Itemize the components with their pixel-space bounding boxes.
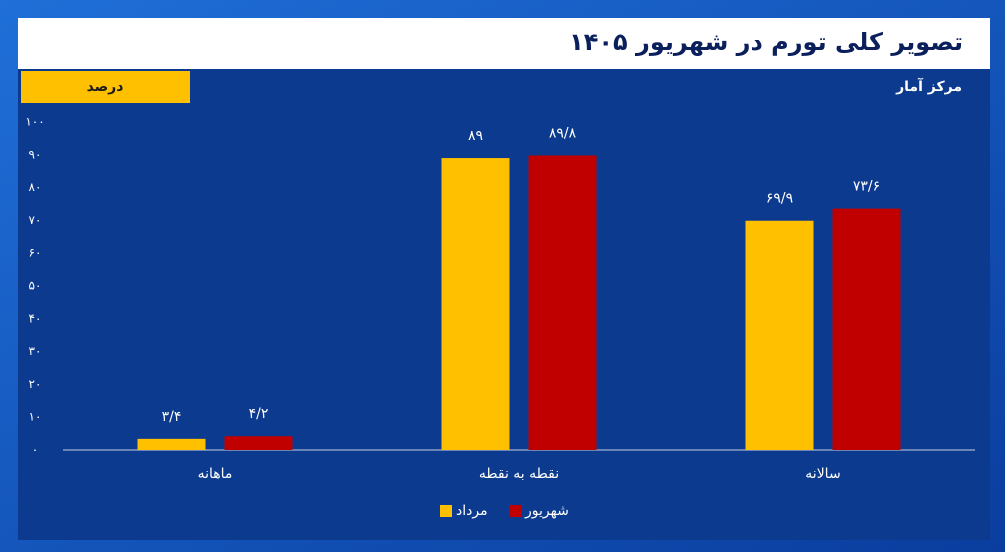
bar [441, 158, 510, 450]
y-tick-label: ۹۰ [29, 147, 42, 161]
y-tick-label: ۵۰ [29, 279, 42, 293]
bar [224, 436, 293, 450]
value-label: ۸۹ [468, 128, 483, 144]
y-tick-label: ۳۰ [29, 344, 42, 358]
y-tick-label: ۱۰۰ [25, 115, 44, 129]
x-tick-label: ماهانه [198, 466, 233, 482]
value-label: ۳/۴ [162, 409, 182, 425]
chart-title: تصویر کلی تورم در شهریور ۱۴۰۵ [569, 28, 963, 56]
legend-swatch [440, 505, 452, 517]
x-tick-label: سالانه [805, 466, 840, 482]
value-label: ۴/۲ [249, 406, 269, 422]
bar [745, 220, 814, 450]
value-label: ۸۹/۸ [549, 125, 577, 141]
bar [832, 208, 901, 450]
value-label: ۷۳/۶ [853, 179, 880, 195]
y-tick-label: ۶۰ [29, 246, 42, 260]
legend-label: شهریور [524, 503, 569, 519]
y-tick-label: ۷۰ [29, 213, 42, 227]
bar [137, 438, 206, 450]
legend-label: مرداد [456, 503, 488, 519]
title-bar [18, 18, 990, 69]
unit-box [21, 71, 190, 103]
bar [528, 155, 597, 450]
y-tick-label: ۲۰ [29, 377, 42, 391]
x-tick-label: نقطه به نقطه [479, 466, 559, 482]
y-tick-label: ۱۰ [29, 410, 42, 424]
legend-swatch [509, 505, 521, 517]
unit-label: درصد [87, 79, 124, 95]
y-tick-label: ۴۰ [29, 311, 42, 325]
value-label: ۶۹/۹ [766, 191, 793, 207]
subtitle: مرکز آمار [895, 77, 962, 95]
y-tick-label: ۸۰ [29, 180, 42, 194]
y-tick-label: ۰ [32, 443, 38, 457]
